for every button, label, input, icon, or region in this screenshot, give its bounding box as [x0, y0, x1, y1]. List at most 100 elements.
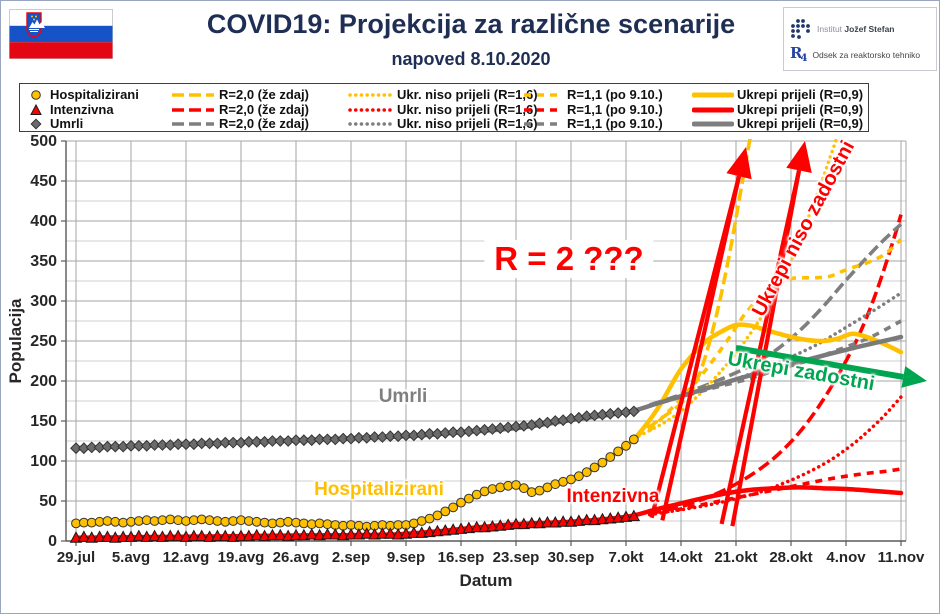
x-tick-label: 28.okt — [769, 549, 812, 566]
marker-hospitalizirani — [440, 506, 451, 517]
marker-intenzivna — [596, 512, 609, 525]
legend-scenario-label: R=2,0 (že zdaj) — [219, 101, 309, 117]
x-tick-label: 21.okt — [714, 549, 757, 566]
annotation-intenzivna: Intenzivna — [566, 486, 660, 507]
ijs-dots-logo-icon — [791, 19, 810, 39]
legend-scenario-label: Ukrepi prijeli (R=0,9) — [737, 87, 864, 102]
x-tick-label: 14.okt — [659, 549, 702, 566]
marker-umrli — [85, 441, 98, 454]
legend-scenario-label: R=2,0 (že zdaj) — [219, 116, 309, 131]
marker-umrli — [219, 436, 232, 449]
marker-intenzivna — [501, 518, 515, 530]
legend-swatch-solid — [692, 88, 734, 102]
x-tick-label: 11.nov — [878, 549, 925, 566]
marker-intenzivna — [407, 526, 421, 538]
legend-scenario-label: Ukr. niso prijeli (R=1,6) — [397, 116, 538, 131]
marker-intenzivna — [266, 528, 279, 541]
marker-intenzivna — [391, 527, 405, 540]
page-title: COVID19: Projekcija za različne scenarij… — [206, 9, 736, 39]
marker-umrli — [384, 430, 397, 443]
marker-intenzivna — [258, 529, 271, 542]
marker-intenzivna — [588, 513, 601, 526]
marker-intenzivna — [384, 527, 397, 539]
marker-umrli — [337, 432, 350, 445]
marker-intenzivna — [140, 530, 153, 542]
marker-intenzivna — [368, 527, 381, 540]
marker-intenzivna — [470, 520, 483, 533]
marker-intenzivna — [352, 527, 366, 540]
marker-intenzivna — [219, 529, 232, 542]
marker-intenzivna — [627, 509, 641, 522]
marker-intenzivna — [297, 528, 311, 541]
line-intenzivna-dot16 — [647, 395, 903, 517]
x-tick-label: 23.sep — [493, 549, 540, 566]
marker-intenzivna — [462, 521, 476, 534]
marker-hospitalizirani — [432, 510, 443, 521]
logo-box: Institut Jožef Stefan R4 Odsek za reakto… — [783, 7, 937, 71]
marker-intenzivna — [619, 510, 633, 522]
y-tick-label: 450 — [30, 173, 57, 190]
legend-swatch-solid — [692, 117, 734, 131]
y-tick-label: 300 — [30, 293, 57, 310]
legend-scenario-label: R=1,1 (po 9.10.) — [567, 101, 663, 117]
marker-umrli — [274, 435, 287, 447]
marker-umrli — [70, 442, 82, 455]
legend-scenario-label: R=1,1 (po 9.10.) — [567, 87, 663, 102]
marker-hospitalizirani — [597, 457, 608, 468]
series-lines — [73, 139, 904, 541]
marker-umrli — [321, 433, 334, 446]
legend-scenario-label: Ukr. niso prijeli (R=1,6) — [397, 101, 538, 117]
marker-hospitalizirani — [463, 493, 474, 504]
legend-series-label: Intenzivna — [50, 101, 114, 117]
marker-umrli — [627, 405, 640, 418]
marker-intenzivna — [509, 517, 523, 530]
legend-swatch-dash20 — [170, 103, 216, 117]
marker-hospitalizirani — [487, 484, 498, 494]
marker-intenzivna — [525, 516, 538, 529]
marker-umrli — [156, 439, 169, 451]
marker-intenzivna — [156, 530, 169, 542]
marker-intenzivna — [313, 528, 326, 541]
legend-swatch-dot16 — [348, 88, 394, 102]
line-hospitalizirani-dot16 — [632, 139, 839, 441]
legend-swatch-dot16 — [348, 103, 394, 117]
marker-umrli — [352, 431, 365, 444]
marker-intenzivna — [195, 529, 208, 542]
marker-intenzivna — [376, 527, 389, 539]
marker-intenzivna — [77, 530, 91, 542]
marker-umrli — [125, 439, 137, 452]
observed-markers — [69, 405, 641, 543]
marker-umrli — [250, 435, 263, 448]
marker-intenzivna — [494, 519, 507, 531]
marker-umrli — [172, 438, 185, 451]
x-tick-label: 4.nov — [826, 549, 866, 566]
marker-hospitalizirani — [448, 502, 459, 513]
line-intenzivna-dash11 — [649, 467, 902, 517]
y-tick-label: 400 — [30, 213, 57, 230]
marker-intenzivna — [549, 515, 562, 528]
marker-umrli — [195, 437, 208, 450]
legend-scenario-label: R=1,1 (po 9.10.) — [567, 116, 663, 131]
marker-hospitalizirani — [581, 467, 592, 478]
legend-swatch-dash11 — [522, 103, 564, 117]
x-tick-label: 29.jul — [57, 549, 95, 566]
legend-swatch-dash11 — [522, 117, 564, 131]
marker-intenzivna — [179, 530, 193, 542]
marker-intenzivna — [423, 525, 436, 538]
marker-umrli — [423, 427, 436, 440]
line-umrli-dash20 — [649, 222, 903, 407]
annotation-r2: R = 2 ??? — [484, 240, 654, 278]
marker-intenzivna — [541, 515, 554, 528]
marker-intenzivna — [454, 522, 468, 534]
x-tick-label: 30.sep — [548, 549, 595, 566]
r4-logo-icon: R4 — [790, 44, 808, 64]
marker-intenzivna — [109, 531, 122, 543]
marker-intenzivna — [415, 526, 428, 538]
marker-intenzivna — [478, 520, 491, 533]
arrows — [649, 141, 927, 527]
marker-intenzivna — [289, 528, 303, 541]
legend-row-hospitalizirani: Hospitalizirani R=2,0 (že zdaj) Ukr. niso … — [20, 88, 868, 102]
y-axis-title: Populacija — [6, 298, 25, 384]
marker-umrli — [400, 429, 412, 442]
